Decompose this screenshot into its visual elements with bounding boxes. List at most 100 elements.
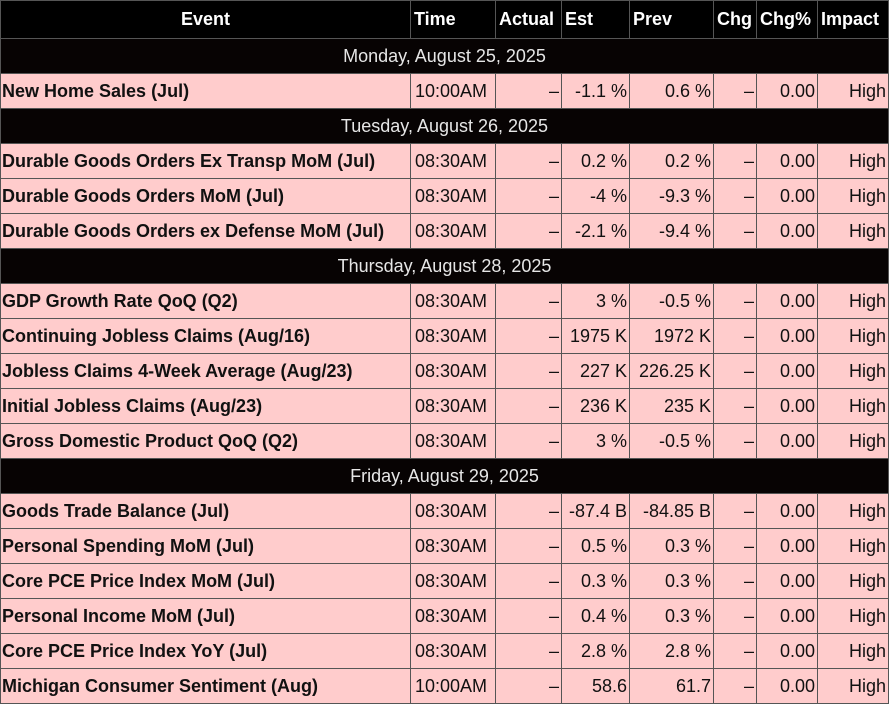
event-name-cell: Durable Goods Orders ex Defense MoM (Jul…: [0, 213, 411, 249]
date-group-label: Thursday, August 28, 2025: [0, 248, 889, 284]
event-actual-cell: –: [495, 668, 562, 704]
table-row[interactable]: Durable Goods Orders ex Defense MoM (Jul…: [0, 213, 889, 249]
event-prev-cell: 1972 K: [629, 318, 714, 354]
table-row[interactable]: Core PCE Price Index MoM (Jul) 08:30AM –…: [0, 563, 889, 599]
event-prev-cell: -0.5 %: [629, 423, 714, 459]
table-row[interactable]: Core PCE Price Index YoY (Jul) 08:30AM –…: [0, 633, 889, 669]
table-row[interactable]: Goods Trade Balance (Jul) 08:30AM – -87.…: [0, 493, 889, 529]
event-prev-cell: 235 K: [629, 388, 714, 424]
event-prev-cell: -0.5 %: [629, 283, 714, 319]
event-actual-cell: –: [495, 283, 562, 319]
column-header-est[interactable]: Est: [561, 0, 630, 39]
date-group-label: Friday, August 29, 2025: [0, 458, 889, 494]
event-est-cell: 0.3 %: [561, 563, 630, 599]
event-time-cell: 08:30AM: [410, 598, 496, 634]
event-name-cell: Initial Jobless Claims (Aug/23): [0, 388, 411, 424]
table-row[interactable]: Personal Spending MoM (Jul) 08:30AM – 0.…: [0, 528, 889, 564]
event-impact-cell: High: [817, 73, 889, 109]
event-impact-cell: High: [817, 493, 889, 529]
event-time-cell: 08:30AM: [410, 528, 496, 564]
event-chg-cell: –: [713, 598, 757, 634]
event-prev-cell: 0.6 %: [629, 73, 714, 109]
column-header-time[interactable]: Time: [410, 0, 496, 39]
event-chg-cell: –: [713, 668, 757, 704]
date-group-label: Tuesday, August 26, 2025: [0, 108, 889, 144]
event-chg-pct-cell: 0.00: [756, 178, 818, 214]
event-chg-pct-cell: 0.00: [756, 143, 818, 179]
event-time-cell: 08:30AM: [410, 178, 496, 214]
event-name-cell: Durable Goods Orders MoM (Jul): [0, 178, 411, 214]
event-chg-cell: –: [713, 178, 757, 214]
event-est-cell: -4 %: [561, 178, 630, 214]
event-time-cell: 08:30AM: [410, 493, 496, 529]
event-est-cell: 1975 K: [561, 318, 630, 354]
event-est-cell: 0.5 %: [561, 528, 630, 564]
column-header-actual[interactable]: Actual: [495, 0, 562, 39]
table-row[interactable]: Initial Jobless Claims (Aug/23) 08:30AM …: [0, 388, 889, 424]
event-impact-cell: High: [817, 178, 889, 214]
event-chg-pct-cell: 0.00: [756, 353, 818, 389]
event-chg-cell: –: [713, 213, 757, 249]
column-header-chg[interactable]: Chg: [713, 0, 757, 39]
event-chg-cell: –: [713, 633, 757, 669]
event-chg-pct-cell: 0.00: [756, 73, 818, 109]
event-name-cell: Gross Domestic Product QoQ (Q2): [0, 423, 411, 459]
table-body: Monday, August 25, 2025 New Home Sales (…: [0, 38, 889, 704]
event-chg-pct-cell: 0.00: [756, 318, 818, 354]
table-row[interactable]: New Home Sales (Jul) 10:00AM – -1.1 % 0.…: [0, 73, 889, 109]
table-row[interactable]: Durable Goods Orders MoM (Jul) 08:30AM –…: [0, 178, 889, 214]
event-name-cell: Core PCE Price Index MoM (Jul): [0, 563, 411, 599]
event-est-cell: -1.1 %: [561, 73, 630, 109]
table-row[interactable]: Michigan Consumer Sentiment (Aug) 10:00A…: [0, 668, 889, 704]
event-actual-cell: –: [495, 213, 562, 249]
event-time-cell: 08:30AM: [410, 633, 496, 669]
event-chg-pct-cell: 0.00: [756, 528, 818, 564]
column-header-prev[interactable]: Prev: [629, 0, 714, 39]
event-chg-cell: –: [713, 143, 757, 179]
event-name-cell: Personal Spending MoM (Jul): [0, 528, 411, 564]
event-name-cell: Goods Trade Balance (Jul): [0, 493, 411, 529]
event-name-cell: New Home Sales (Jul): [0, 73, 411, 109]
date-group-row: Thursday, August 28, 2025: [0, 248, 889, 284]
event-impact-cell: High: [817, 283, 889, 319]
event-est-cell: 227 K: [561, 353, 630, 389]
event-prev-cell: 61.7: [629, 668, 714, 704]
event-time-cell: 08:30AM: [410, 213, 496, 249]
event-est-cell: 3 %: [561, 283, 630, 319]
table-row[interactable]: Personal Income MoM (Jul) 08:30AM – 0.4 …: [0, 598, 889, 634]
date-group-row: Tuesday, August 26, 2025: [0, 108, 889, 144]
event-chg-pct-cell: 0.00: [756, 563, 818, 599]
event-prev-cell: -84.85 B: [629, 493, 714, 529]
table-row[interactable]: GDP Growth Rate QoQ (Q2) 08:30AM – 3 % -…: [0, 283, 889, 319]
column-header-event[interactable]: Event: [0, 0, 411, 39]
table-row[interactable]: Durable Goods Orders Ex Transp MoM (Jul)…: [0, 143, 889, 179]
event-impact-cell: High: [817, 353, 889, 389]
table-row[interactable]: Gross Domestic Product QoQ (Q2) 08:30AM …: [0, 423, 889, 459]
event-time-cell: 10:00AM: [410, 668, 496, 704]
table-row[interactable]: Continuing Jobless Claims (Aug/16) 08:30…: [0, 318, 889, 354]
event-time-cell: 10:00AM: [410, 73, 496, 109]
table-row[interactable]: Jobless Claims 4-Week Average (Aug/23) 0…: [0, 353, 889, 389]
event-actual-cell: –: [495, 353, 562, 389]
event-impact-cell: High: [817, 213, 889, 249]
event-chg-pct-cell: 0.00: [756, 633, 818, 669]
event-impact-cell: High: [817, 563, 889, 599]
column-header-impact[interactable]: Impact: [817, 0, 889, 39]
event-prev-cell: 2.8 %: [629, 633, 714, 669]
event-chg-cell: –: [713, 423, 757, 459]
event-impact-cell: High: [817, 388, 889, 424]
event-actual-cell: –: [495, 493, 562, 529]
event-chg-cell: –: [713, 73, 757, 109]
event-chg-cell: –: [713, 493, 757, 529]
event-est-cell: -87.4 B: [561, 493, 630, 529]
event-chg-pct-cell: 0.00: [756, 423, 818, 459]
event-actual-cell: –: [495, 178, 562, 214]
event-chg-pct-cell: 0.00: [756, 493, 818, 529]
event-est-cell: 236 K: [561, 388, 630, 424]
event-chg-pct-cell: 0.00: [756, 668, 818, 704]
event-actual-cell: –: [495, 73, 562, 109]
event-prev-cell: 0.2 %: [629, 143, 714, 179]
table-header-row: Event Time Actual Est Prev Chg Chg% Impa…: [0, 0, 889, 39]
column-header-chg-pct[interactable]: Chg%: [756, 0, 818, 39]
event-time-cell: 08:30AM: [410, 563, 496, 599]
